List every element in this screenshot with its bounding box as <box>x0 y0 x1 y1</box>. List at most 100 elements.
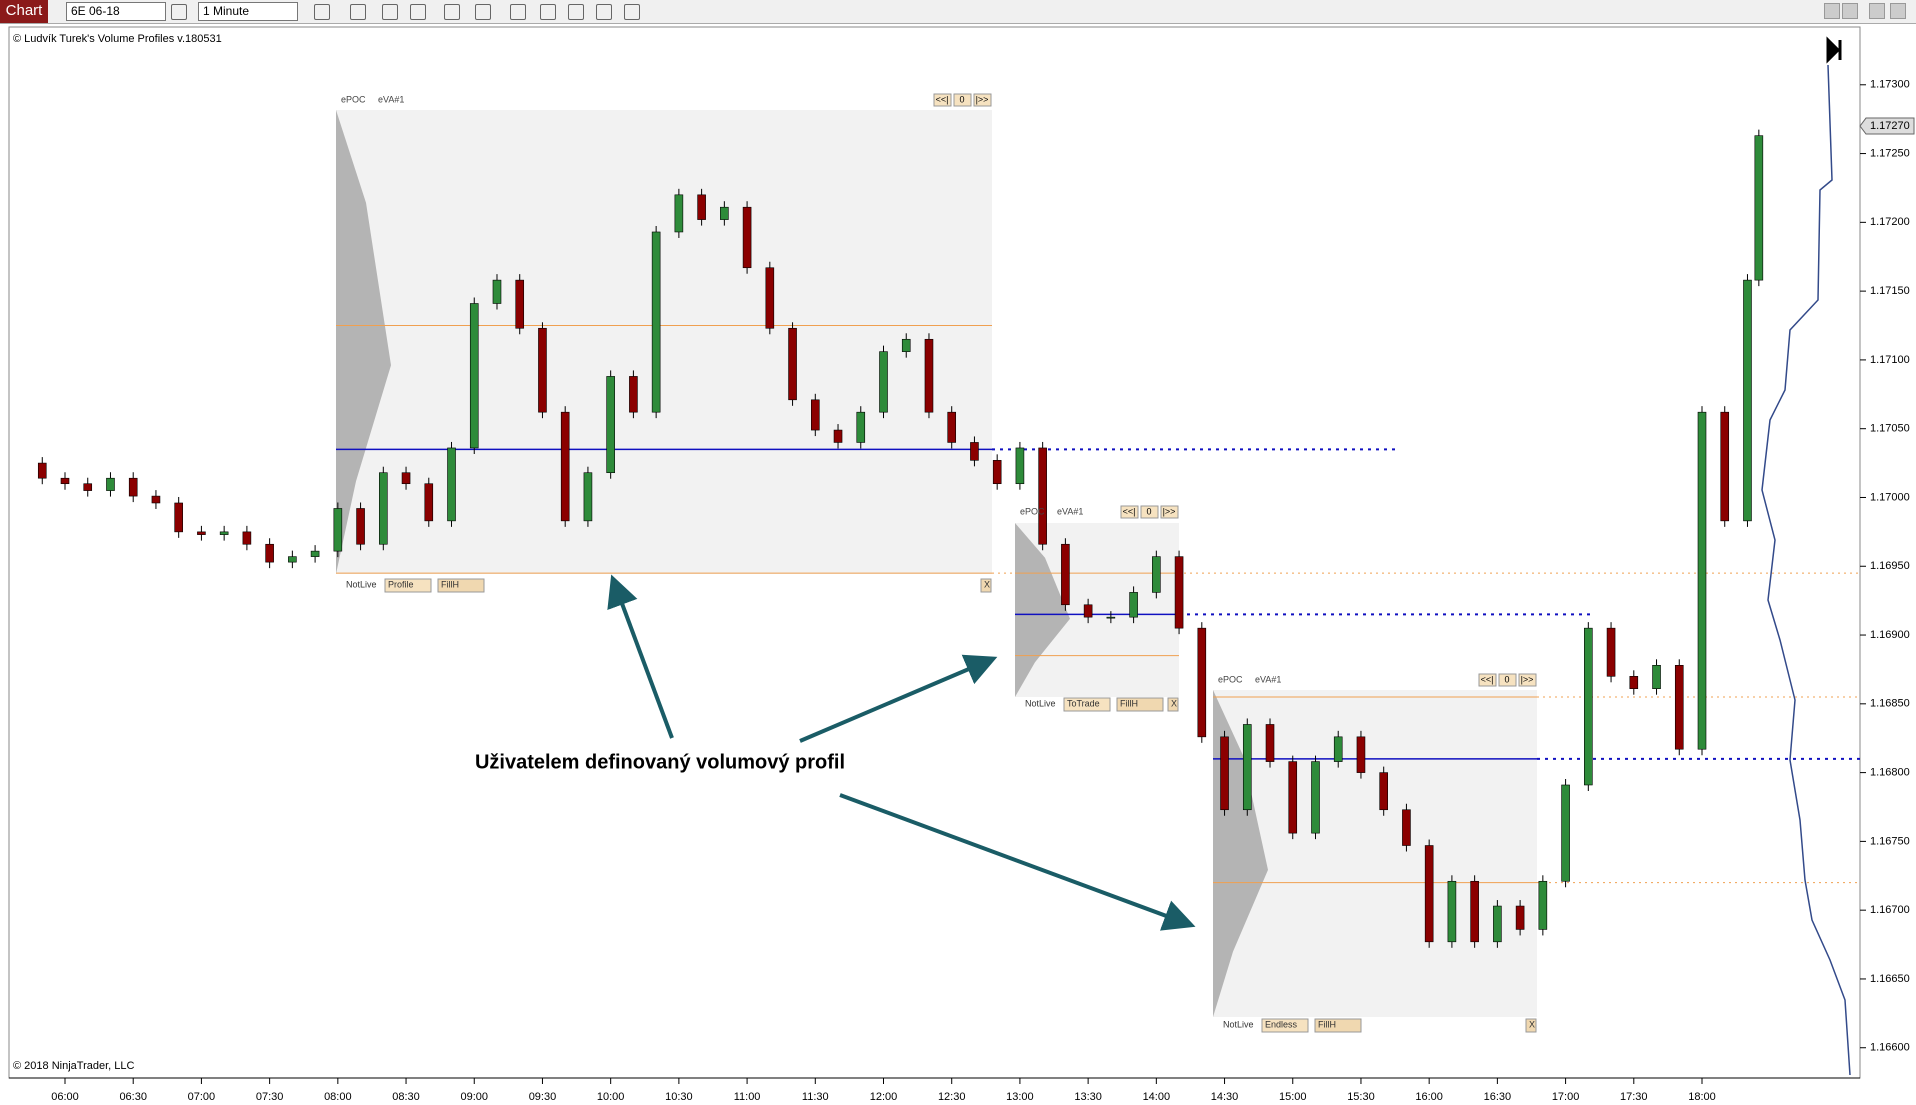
chart-tab[interactable]: Chart <box>0 0 48 23</box>
candle <box>560 411 570 522</box>
candle <box>1015 447 1025 485</box>
profile-button-label: FillH <box>1120 698 1138 708</box>
list-icon[interactable] <box>624 4 640 20</box>
candle <box>424 483 434 522</box>
interval-select[interactable]: 1 Minute <box>198 2 298 21</box>
profile-button[interactable] <box>980 578 992 593</box>
x-tick-label: 08:30 <box>392 1091 420 1103</box>
bars-icon[interactable] <box>314 4 330 20</box>
candle <box>1754 135 1764 281</box>
profile-button[interactable] <box>437 578 485 593</box>
candle <box>1152 556 1161 593</box>
candle <box>83 483 93 491</box>
y-tick-label: 1.16850 <box>1870 698 1910 710</box>
nav-button[interactable] <box>1140 505 1159 519</box>
nav-button[interactable] <box>953 93 972 107</box>
candle <box>1333 736 1343 762</box>
close-btn[interactable] <box>1890 3 1906 19</box>
x-tick-label: 15:00 <box>1279 1091 1307 1103</box>
x-tick-label: 06:00 <box>51 1091 79 1103</box>
volume-histogram <box>336 110 391 574</box>
candle <box>651 231 661 413</box>
candle <box>288 556 297 563</box>
candle <box>970 442 979 461</box>
x-tick-label: 16:00 <box>1415 1091 1443 1103</box>
candle <box>583 472 593 522</box>
pointer-icon[interactable] <box>444 4 460 20</box>
reload-icon[interactable] <box>596 4 612 20</box>
nav-button[interactable] <box>1518 673 1537 687</box>
candle <box>1493 905 1502 943</box>
search-icon[interactable] <box>171 4 187 20</box>
candle <box>901 338 911 352</box>
profile-button-label: NotLive <box>1025 698 1056 708</box>
candle <box>1424 845 1434 943</box>
nav-button[interactable] <box>1120 505 1139 519</box>
annotation: Uživatelem definovaný volumový profil <box>475 751 845 773</box>
x-tick-label: 18:00 <box>1688 1091 1716 1103</box>
window-btn[interactable] <box>1824 3 1840 19</box>
candle <box>1652 665 1661 689</box>
nav-button[interactable] <box>973 93 992 107</box>
properties-icon[interactable] <box>510 4 526 20</box>
candle <box>515 279 525 329</box>
nav-button[interactable] <box>933 93 952 107</box>
nav-button[interactable] <box>1498 673 1517 687</box>
profile-button[interactable] <box>1063 697 1111 712</box>
candle <box>1129 592 1138 618</box>
strategy-icon[interactable] <box>540 4 556 20</box>
y-tick-label: 1.16700 <box>1870 904 1910 916</box>
restore-btn[interactable] <box>1869 3 1885 19</box>
candle <box>742 206 752 269</box>
data-box-icon[interactable] <box>475 4 491 20</box>
x-tick-label: 14:00 <box>1143 1091 1171 1103</box>
zoom-in-icon[interactable] <box>382 4 398 20</box>
candle <box>629 376 638 413</box>
nav-button[interactable] <box>1160 505 1179 519</box>
y-tick-label: 1.17100 <box>1870 354 1910 366</box>
profile-button-label: NotLive <box>1223 1019 1254 1029</box>
profile-tag: eVA#1 <box>1057 506 1083 516</box>
candle <box>492 279 502 304</box>
candle <box>1447 880 1457 943</box>
draw-icon[interactable] <box>350 4 366 20</box>
profile-button[interactable] <box>1314 1018 1362 1033</box>
instrument-select[interactable]: 6E 06-18 <box>66 2 166 21</box>
y-tick-label: 1.17150 <box>1870 285 1910 297</box>
nav-button[interactable] <box>1478 673 1497 687</box>
candle <box>1356 736 1366 773</box>
toolbar: Chart 6E 06-18 1 Minute <box>0 0 1916 24</box>
candle <box>674 194 684 233</box>
zoom-out-icon[interactable] <box>410 4 426 20</box>
candle <box>1106 616 1116 619</box>
profile-button[interactable] <box>1167 697 1179 712</box>
candle <box>219 531 229 535</box>
minimize-btn[interactable] <box>1842 3 1858 19</box>
nav-label: 0 <box>1146 506 1151 516</box>
last-price-label: 1.17270 <box>1870 120 1910 132</box>
profile-button-label: Profile <box>388 579 414 589</box>
indicator-icon[interactable] <box>568 4 584 20</box>
candle <box>1174 556 1184 629</box>
x-tick-label: 16:30 <box>1484 1091 1512 1103</box>
x-tick-label: 10:30 <box>665 1091 693 1103</box>
nav-label: <<| <box>1123 506 1136 516</box>
candle <box>1242 724 1252 811</box>
profile-button[interactable] <box>1525 1018 1537 1033</box>
candle <box>788 327 797 401</box>
profile-button-label: X <box>984 579 990 589</box>
candle <box>1265 724 1275 762</box>
profile-button[interactable] <box>1261 1018 1309 1033</box>
profile-button[interactable] <box>384 578 432 593</box>
candle <box>151 495 161 504</box>
candle <box>833 429 843 443</box>
candle <box>947 411 957 443</box>
candle <box>197 531 206 535</box>
profile-tag: ePOC <box>341 94 366 104</box>
candle <box>310 550 320 557</box>
profile-button[interactable] <box>1116 697 1164 712</box>
candle <box>810 399 820 431</box>
y-tick-label: 1.17200 <box>1870 216 1910 228</box>
